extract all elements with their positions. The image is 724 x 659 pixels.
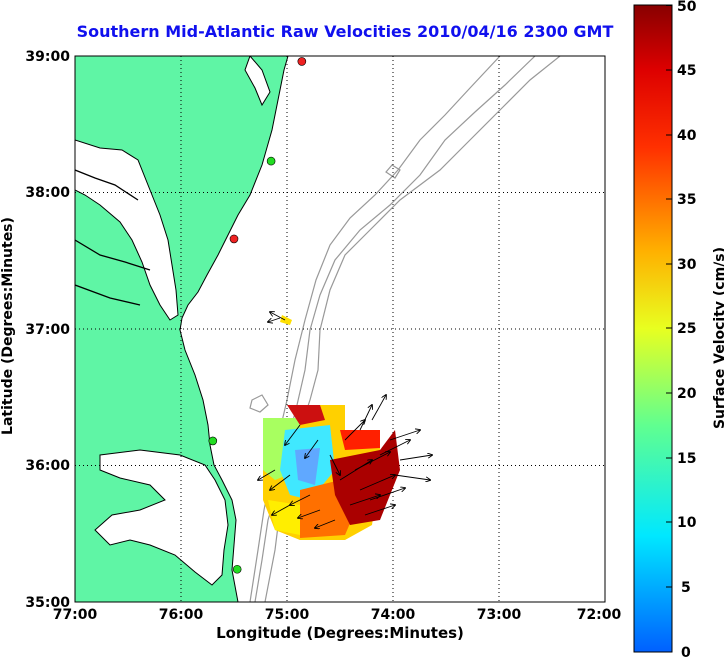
- y-tick-label: 38:00: [25, 185, 70, 201]
- radar-station-marker: [297, 57, 307, 66]
- y-tick-labels: 39:00 38:00 37:00 36:00 35:00: [25, 49, 70, 611]
- chesapeake-bay: [75, 139, 179, 321]
- colorbar-tick-label: 50: [677, 0, 697, 15]
- x-tick-label: 75:00: [265, 607, 310, 623]
- colorbar-tick-label: 30: [677, 257, 697, 273]
- colorbar-tick-labels: 50 45 40 35 30 25 20 15 10 5 0: [677, 0, 697, 659]
- x-tick-label: 74:00: [371, 607, 416, 623]
- y-tick-label: 36:00: [25, 458, 70, 474]
- pamlico-sound: [94, 449, 229, 586]
- colorbar-tick-label: 25: [677, 321, 696, 337]
- radar-station-marker: [266, 156, 276, 166]
- x-tick-label: 76:00: [159, 607, 204, 623]
- x-tick-label: 72:00: [577, 607, 622, 623]
- x-tick-labels: 77:00 76:00 75:00 74:00 73:00 72:00: [53, 607, 622, 623]
- y-tick-label: 35:00: [25, 595, 70, 611]
- colorbar-tick-label: 15: [677, 451, 696, 467]
- delaware-bay: [244, 56, 271, 107]
- y-tick-label: 39:00: [25, 49, 70, 65]
- potomac-river: [75, 169, 151, 306]
- radar-station-marker: [232, 564, 242, 574]
- colorbar-tick-label: 45: [677, 63, 696, 79]
- colorbar-tick-label: 0: [681, 645, 691, 659]
- colorbar-tick-label: 20: [677, 386, 697, 402]
- y-axis-label: Latitude (Degrees:Minutes): [0, 217, 16, 435]
- radar-station-marker: [208, 436, 218, 446]
- colorbar-tick-label: 35: [677, 192, 696, 208]
- plot-frame: [74, 55, 606, 603]
- colorbar-tick-label: 40: [677, 128, 697, 144]
- colorbar-tick-marks: [666, 5, 672, 588]
- y-tick-label: 37:00: [25, 322, 70, 338]
- map-title: Southern Mid-Atlantic Raw Velocities 201…: [76, 22, 614, 41]
- x-tick-label: 73:00: [477, 607, 522, 623]
- velocity-field: [258, 312, 432, 540]
- colorbar-tick-label: 5: [681, 580, 691, 596]
- x-tick-label: 77:00: [53, 607, 98, 623]
- lat-lon-grid: [75, 56, 605, 602]
- x-axis-label: Longitude (Degrees:Minutes): [216, 624, 464, 642]
- station-markers: [208, 57, 307, 574]
- radar-station-marker: [229, 234, 239, 244]
- colorbar-label: Surface Velocity (cm/s): [712, 246, 724, 430]
- colorbar-tick-label: 10: [677, 515, 697, 531]
